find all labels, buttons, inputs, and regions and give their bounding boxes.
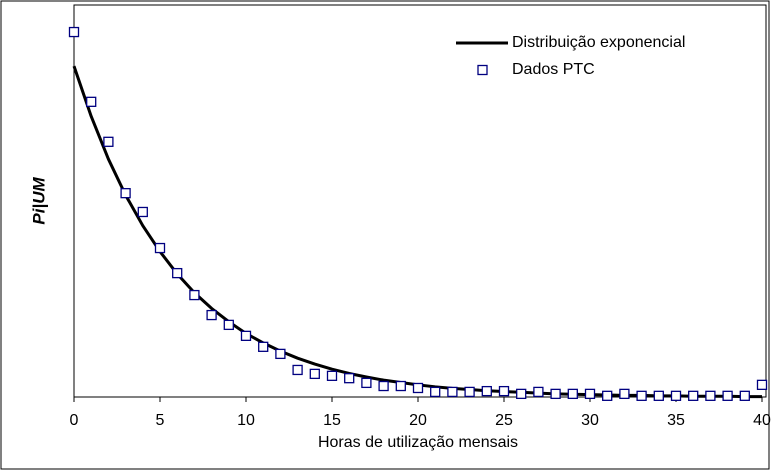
scatter-point [189,289,200,301]
x-tick-label: 0 [70,412,79,429]
scatter-point [395,380,406,392]
scatter-point [533,386,544,398]
scatter-point [670,390,682,401]
scatter-point [653,390,664,401]
x-tick-label: 40 [753,412,771,429]
scatter-point [464,386,475,398]
scatter-point [361,377,372,389]
scatter-point [240,330,252,341]
scatter-point [619,388,630,400]
scatter-point [498,385,510,397]
scatter-point [258,341,269,352]
scatter-point [688,390,699,401]
scatter-point [636,390,647,401]
y-axis-label: Pi|UM [29,177,48,225]
x-tick-label: 20 [409,412,427,429]
x-tick-label: 10 [237,412,255,429]
scatter-point [378,380,389,392]
scatter-point [103,136,114,147]
scatter-point [705,390,716,401]
x-tick-label: 15 [323,412,341,429]
x-tick-label: 35 [667,412,685,429]
scatter-point [722,390,733,401]
scatter-point [756,379,768,390]
plot-area [73,4,767,398]
scatter-point [602,390,613,401]
scatter-point [344,373,355,384]
scatter-point [412,382,424,394]
scatter-point [516,388,527,400]
legend-marker [477,64,488,76]
scatter-point [550,388,561,400]
legend-label: Dados PTC [512,61,595,78]
scatter-point [326,370,338,381]
scatter-point [430,386,441,398]
x-tick-label: 30 [581,412,599,429]
x-tick-label: 5 [156,412,165,429]
scatter-point [584,388,596,400]
scatter-point [481,385,492,397]
scatter-point [223,319,234,331]
scatter-point [206,309,217,321]
scatter-point [275,348,286,360]
scatter-point [309,368,320,380]
scatter-point [292,364,303,376]
scatter-point [172,267,183,279]
scatter-point [86,96,97,107]
x-axis-label: Horas de utilização mensais [318,434,518,451]
x-tick-label: 25 [495,412,513,429]
scatter-point [447,386,458,398]
scatter-point [137,206,148,218]
scatter-point [567,388,578,400]
scatter-point [68,26,80,38]
scatter-point [739,390,750,401]
scatter-point [154,242,166,254]
legend-label: Distribuição exponencial [512,34,685,51]
scatter-point [120,188,131,199]
